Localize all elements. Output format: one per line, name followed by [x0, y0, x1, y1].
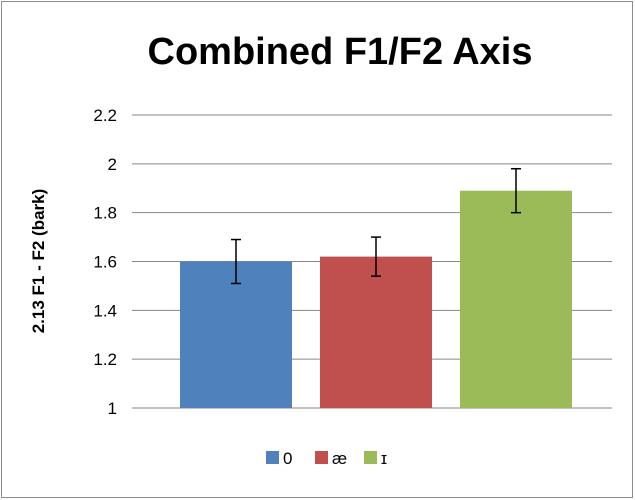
- y-tick-label: 1.2: [93, 350, 117, 369]
- legend-label: 0: [283, 449, 292, 468]
- bar-3: [460, 190, 572, 408]
- legend: 0 æ ɪ: [266, 449, 387, 468]
- y-tick-label: 2.2: [93, 106, 117, 125]
- y-axis-label: 2.13 F1 - F2 (bark): [29, 189, 48, 334]
- bar-1: [180, 261, 292, 408]
- legend-label: æ: [332, 449, 347, 468]
- y-tick-label: 1.8: [93, 204, 117, 223]
- y-tick-label: 1.6: [93, 253, 117, 272]
- y-tick-label: 1.4: [93, 301, 117, 320]
- error-bar: [231, 238, 241, 285]
- error-bar: [371, 236, 381, 277]
- error-bars: [231, 167, 521, 285]
- legend-label: ɪ: [381, 449, 387, 468]
- chart-title: Combined F1/F2 Axis: [148, 31, 533, 73]
- y-tick-label: 1: [108, 399, 117, 418]
- error-bar: [511, 167, 521, 214]
- legend-swatch: [364, 451, 377, 464]
- bars: [180, 190, 572, 408]
- legend-swatch: [315, 451, 328, 464]
- y-tick-label: 2: [108, 155, 117, 174]
- bar-2: [320, 256, 432, 408]
- legend-swatch: [266, 451, 279, 464]
- y-axis-ticks: 1 1.2 1.4 1.6 1.8 2 2.2: [93, 106, 117, 418]
